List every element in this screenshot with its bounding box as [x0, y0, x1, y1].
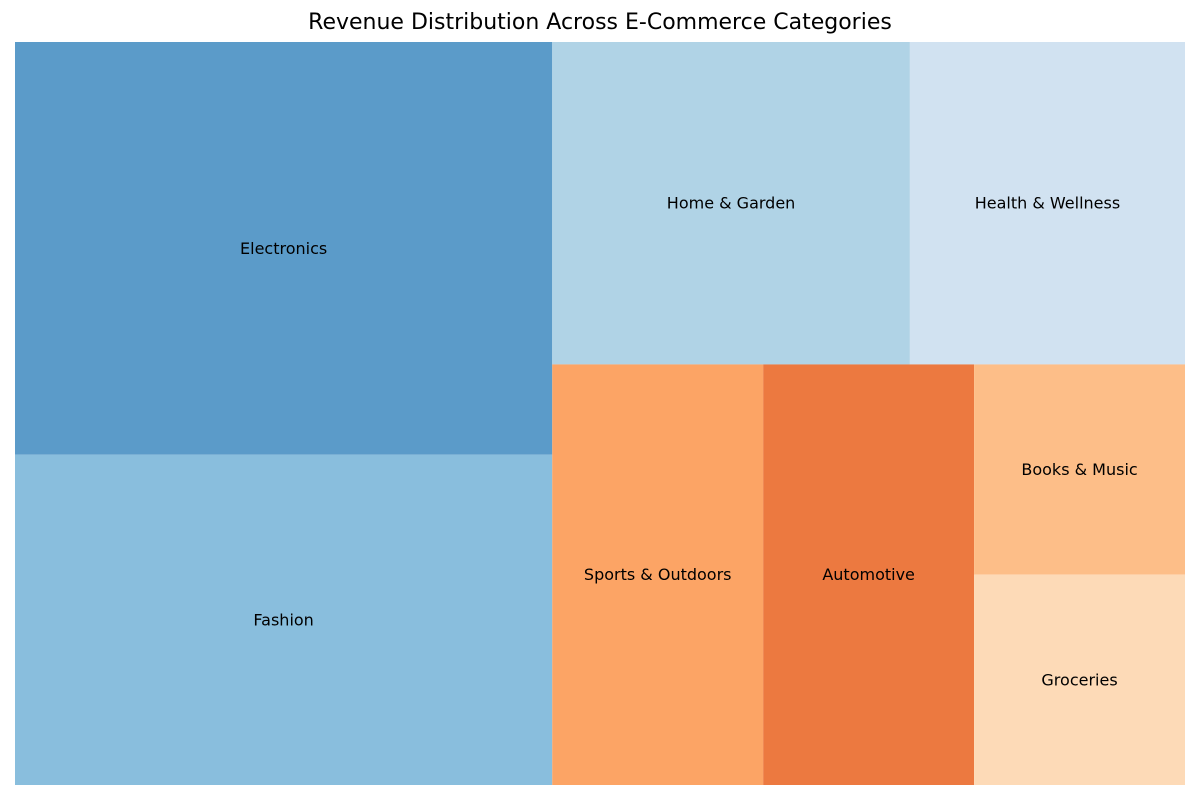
tile-groceries: [974, 574, 1185, 785]
tile-home-and-garden: [552, 42, 910, 365]
tile-label-groceries: Groceries: [1041, 670, 1117, 689]
treemap-svg: Electronics Fashion Home & Garden Health & …: [15, 42, 1185, 785]
tile-label-health-and-wellness: Health & Wellness: [975, 194, 1120, 213]
tile-fashion: [15, 454, 553, 785]
tile-label-fashion: Fashion: [253, 610, 313, 629]
tile-automotive: [763, 364, 975, 785]
chart-title: Revenue Distribution Across E-Commerce C…: [308, 10, 892, 35]
tile-label-home-and-garden: Home & Garden: [667, 194, 796, 213]
tile-health-and-wellness: [909, 42, 1185, 365]
tile-label-books-and-music: Books & Music: [1021, 460, 1137, 479]
treemap-chart: Electronics Fashion Home & Garden Health & …: [15, 42, 1185, 785]
tile-electronics: [15, 42, 553, 455]
tile-books-and-music: [974, 364, 1185, 575]
tile-sports-and-outdoors: [552, 364, 764, 785]
tile-label-electronics: Electronics: [240, 239, 327, 258]
tile-label-automotive: Automotive: [822, 565, 915, 584]
tile-label-sports-and-outdoors: Sports & Outdoors: [584, 565, 732, 584]
